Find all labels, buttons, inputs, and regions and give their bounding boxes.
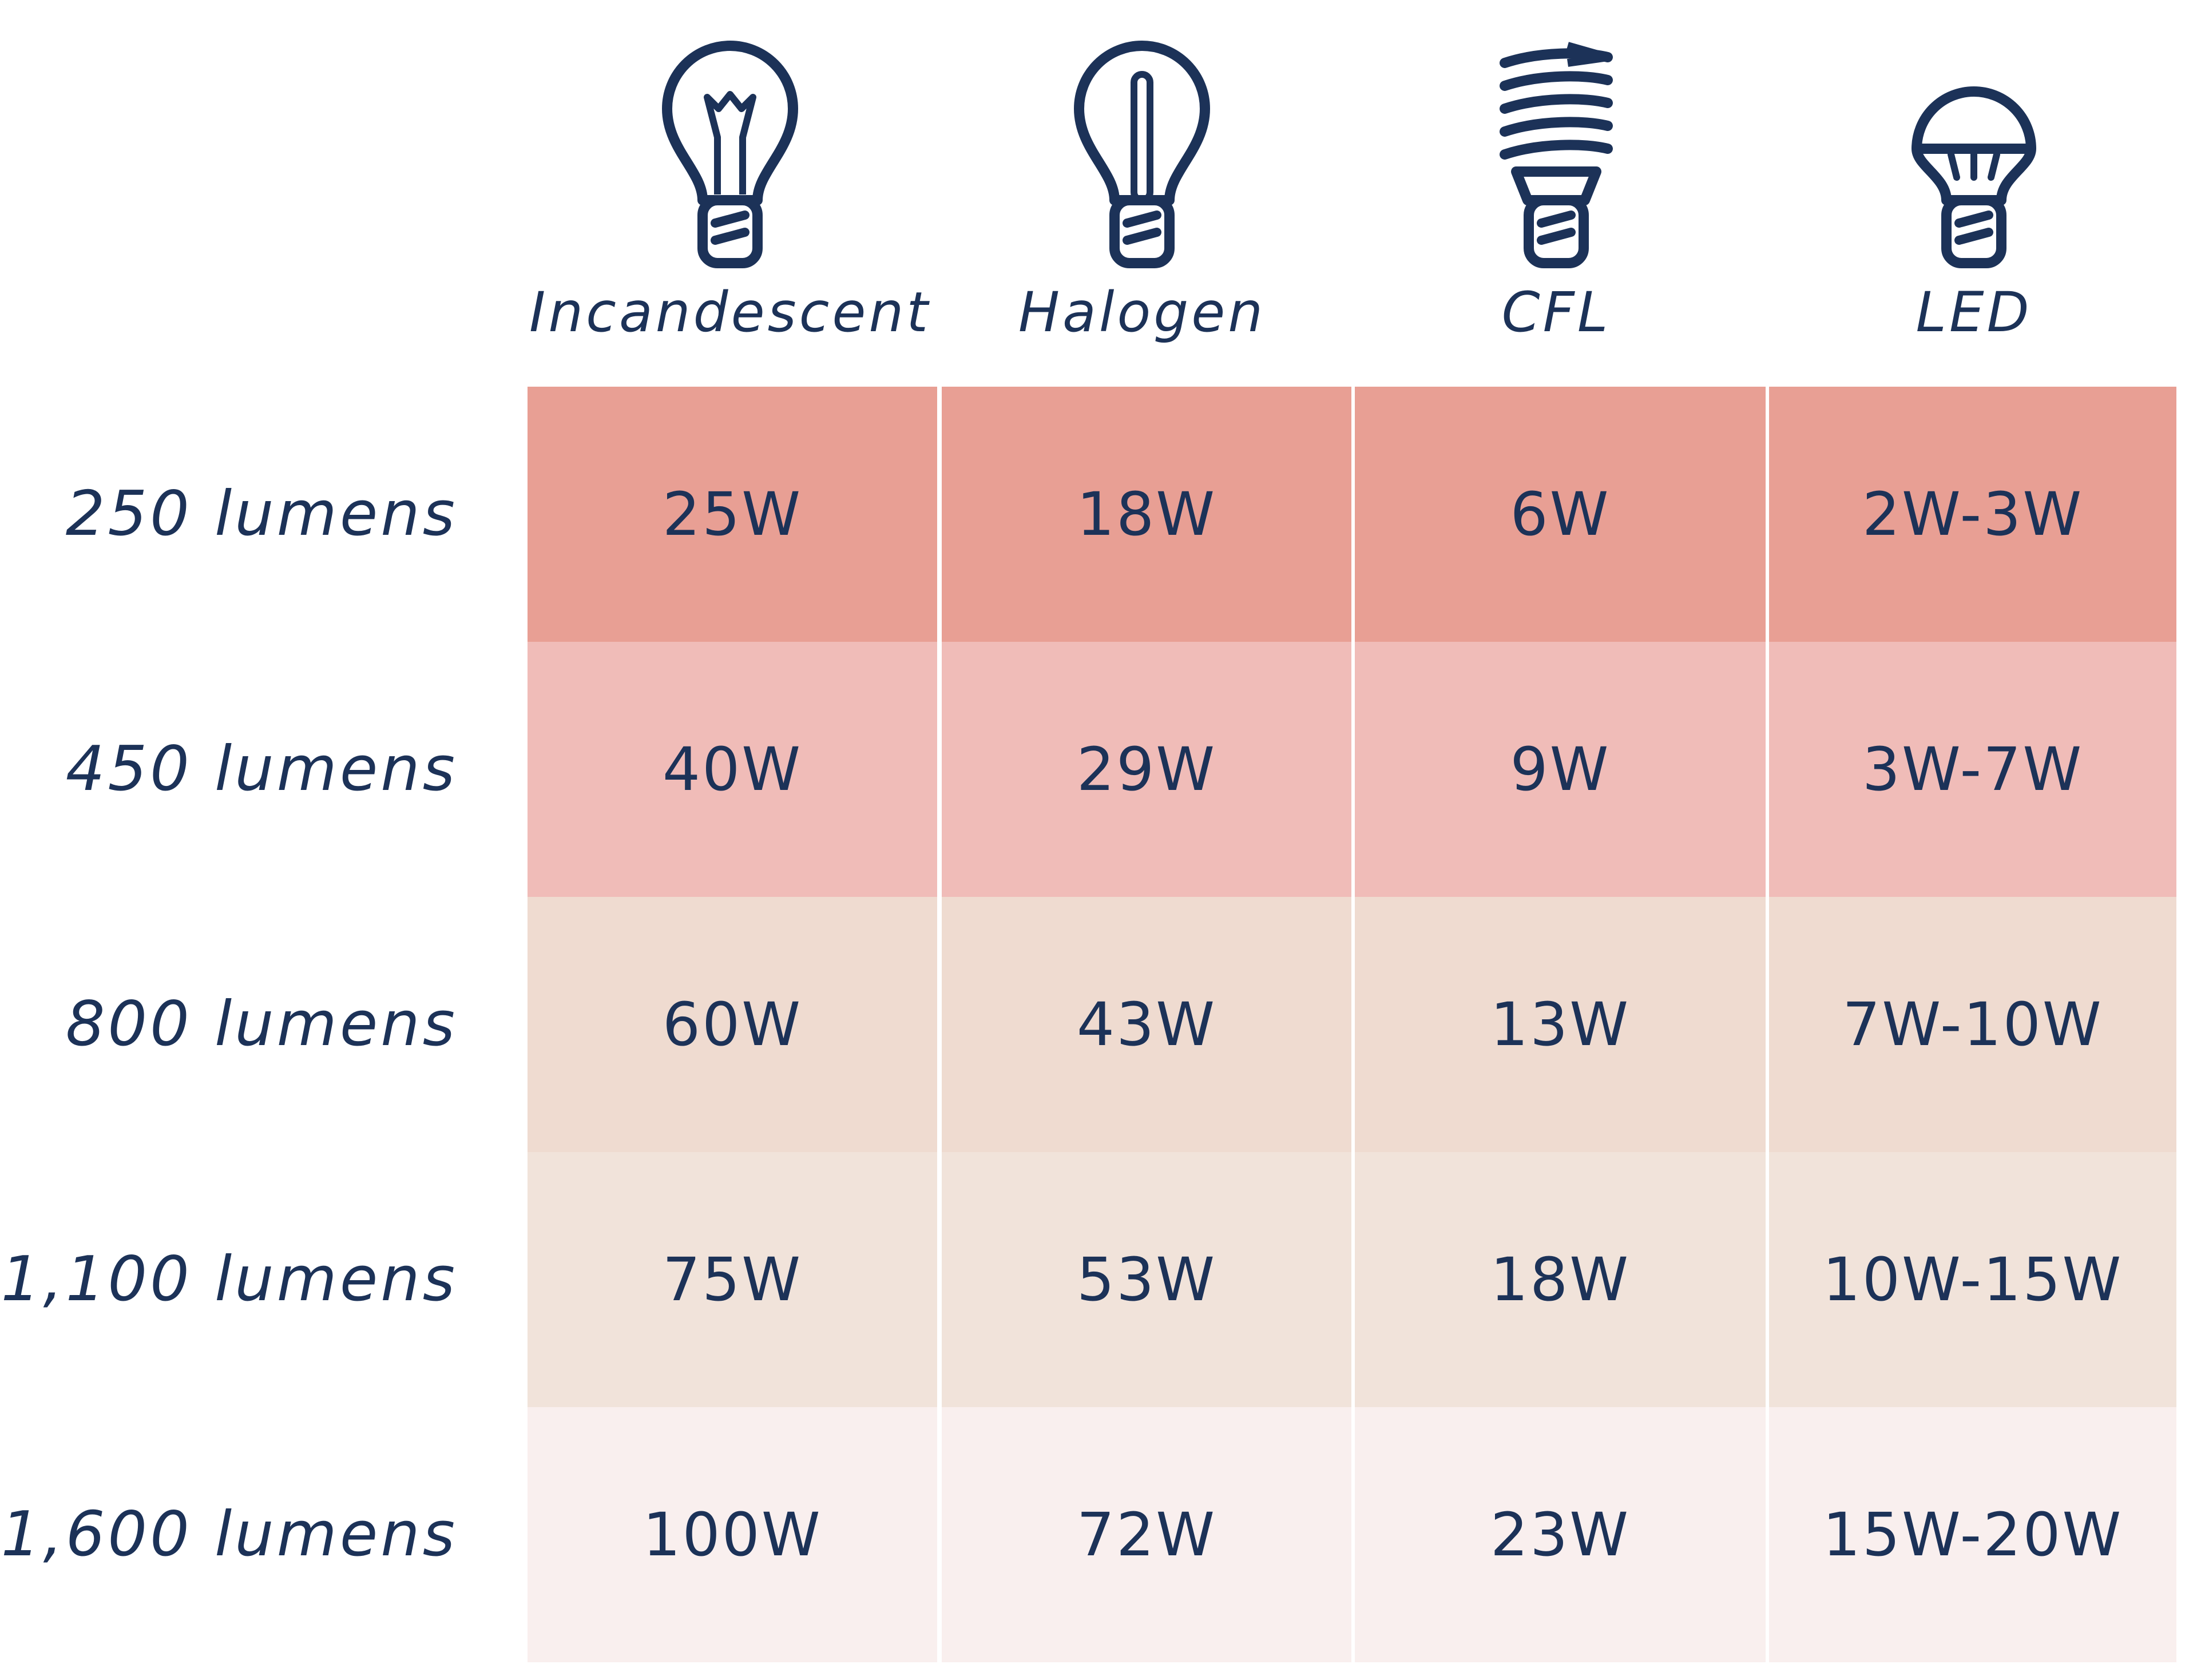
table-cell: 10W-15W [1769,1152,2176,1407]
table-cell: 72W [942,1407,1351,1662]
table-cell: 100W [528,1407,937,1662]
table-cell: 60W [528,897,937,1152]
table-cell: 43W [942,897,1351,1152]
table-cell: 40W [528,642,937,897]
table-cell: 2W-3W [1769,387,2176,642]
table-cell: 6W [1355,387,1766,642]
column-header-led: LED [1916,280,2032,344]
table-cell: 29W [942,642,1351,897]
table-cell: 18W [942,387,1351,642]
table-cell: 75W [528,1152,937,1407]
table-cell: 18W [1355,1152,1766,1407]
column-header-incandescent: Incandescent [529,280,931,344]
table-cell: 13W [1355,897,1766,1152]
table-cell: 15W-20W [1769,1407,2176,1662]
row-label: 1,100 lumens [1,1244,458,1315]
halogen-bulb-icon [1039,34,1245,275]
led-bulb-icon [1871,34,2077,275]
row-label: 800 lumens [65,988,458,1060]
row-label: 450 lumens [65,733,458,805]
table-cell: 25W [528,387,937,642]
table-cell: 53W [942,1152,1351,1407]
column-header-halogen: Halogen [1018,280,1266,344]
column-header-cfl: CFL [1501,280,1611,344]
table-cell: 7W-10W [1769,897,2176,1152]
table-cell: 23W [1355,1407,1766,1662]
row-label: 1,600 lumens [1,1499,458,1570]
row-label: 250 lumens [65,478,458,550]
table-cell: 9W [1355,642,1766,897]
table-cell: 3W-7W [1769,642,2176,897]
cfl-bulb-icon [1453,34,1659,275]
incandescent-bulb-icon [627,34,833,275]
